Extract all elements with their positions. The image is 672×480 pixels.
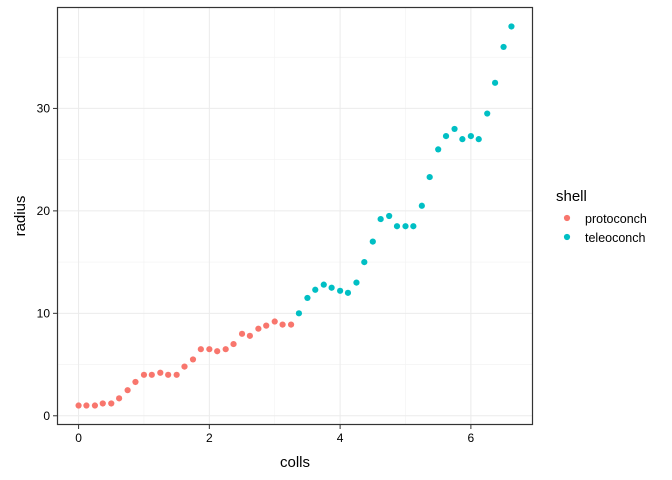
protoconch-point: [116, 395, 123, 402]
protoconch-point: [108, 400, 115, 407]
protoconch-point: [206, 346, 213, 353]
teleoconch-point: [328, 284, 335, 291]
protoconch-point: [279, 321, 286, 328]
y-tick-label: 0: [43, 409, 50, 423]
teleoconch-point: [337, 287, 344, 294]
x-axis-title: colls: [280, 454, 310, 471]
protoconch-point: [255, 325, 262, 332]
protoconch-point: [148, 371, 155, 378]
teleoconch-point: [491, 79, 499, 86]
protoconch-point: [222, 346, 229, 353]
teleoconch-point: [320, 281, 327, 288]
legend-title: shell: [556, 188, 587, 205]
teleoconch-point: [418, 202, 425, 209]
y-tick-label: 10: [37, 306, 51, 320]
teleoconch-point: [475, 136, 482, 143]
protoconch-point: [230, 340, 237, 348]
teleoconch-point: [467, 132, 474, 140]
plot-panel: [57, 7, 533, 425]
protoconch-point: [140, 371, 148, 378]
protoconch-point: [271, 318, 278, 325]
protoconch-point: [173, 371, 180, 378]
teleoconch-point: [435, 146, 442, 153]
teleoconch-point: [459, 136, 466, 143]
teleoconch-point: [426, 173, 433, 181]
protoconch-point: [83, 402, 90, 409]
protoconch-point: [157, 369, 164, 376]
y-axis-title: radius: [12, 196, 29, 237]
teleoconch-point: [312, 286, 319, 293]
protoconch-point: [75, 402, 82, 409]
data-points: [75, 23, 515, 409]
protoconch-point: [197, 346, 204, 353]
teleoconch-point: [304, 294, 311, 302]
teleoconch-point: [377, 215, 384, 223]
legend: shell protoconch teleoconch: [556, 188, 647, 245]
plot-border: [56, 6, 534, 426]
protoconch-point: [189, 356, 197, 363]
legend-label-teleoconch: teleoconch: [585, 231, 646, 245]
protoconch-point: [91, 402, 99, 409]
teleoconch-point: [500, 43, 507, 51]
teleoconch-point: [344, 289, 352, 296]
protoconch-point: [132, 378, 139, 386]
x-tick-label: 0: [75, 431, 82, 445]
y-tick-label: 30: [37, 101, 51, 115]
protoconch-point: [246, 332, 253, 339]
protoconch-point: [165, 371, 172, 378]
x-tick-label: 2: [206, 431, 213, 445]
teleoconch-point: [295, 310, 303, 317]
protoconch-point: [214, 348, 221, 355]
x-tick-label: 6: [468, 431, 475, 445]
teleoconch-point: [353, 279, 360, 286]
teleoconch-point: [484, 110, 491, 117]
protoconch-point: [124, 387, 131, 394]
teleoconch-point: [386, 212, 393, 220]
legend-key-teleoconch: [563, 233, 571, 241]
y-tick-label: 20: [37, 204, 51, 218]
teleoconch-point: [451, 125, 458, 133]
protoconch-point: [181, 363, 188, 370]
teleoconch-point: [402, 223, 409, 230]
teleoconch-point: [410, 223, 417, 230]
legend-label-protoconch: protoconch: [585, 212, 647, 226]
teleoconch-point: [361, 259, 368, 266]
protoconch-point: [287, 321, 295, 328]
protoconch-point: [263, 322, 270, 329]
grid-lines: [57, 7, 533, 425]
protoconch-point: [99, 400, 106, 407]
x-tick-label: 4: [337, 431, 344, 445]
axes: 0 2 4 6 0 10 20 30: [37, 101, 475, 445]
protoconch-point: [238, 330, 246, 337]
teleoconch-point: [369, 238, 376, 245]
legend-key-protoconch: [563, 214, 571, 222]
teleoconch-point: [393, 223, 401, 230]
teleoconch-point: [508, 23, 515, 30]
teleoconch-point: [442, 132, 450, 140]
